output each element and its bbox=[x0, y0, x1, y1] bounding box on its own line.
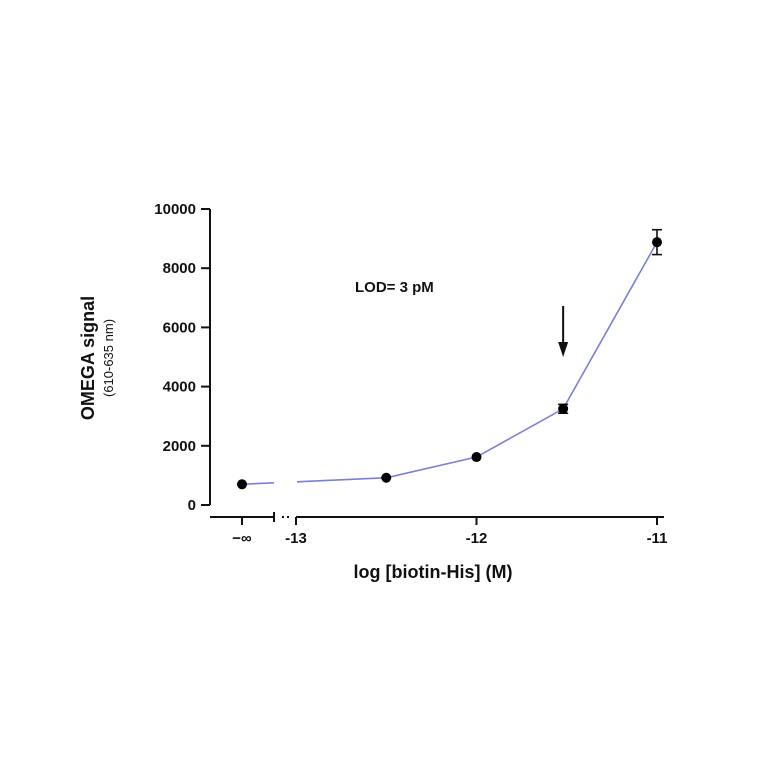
y-axis: 0 2000 4000 6000 8000 10000 bbox=[154, 201, 211, 514]
y-tick-label: 10000 bbox=[154, 201, 196, 218]
data-point bbox=[558, 403, 569, 414]
data-point bbox=[381, 472, 392, 483]
x-axis-title: log [biotin-His] (M) bbox=[354, 562, 513, 582]
y-tick-label: 6000 bbox=[163, 319, 196, 336]
lod-annotation: LOD= 3 pM bbox=[355, 279, 434, 296]
arrow-head bbox=[558, 342, 569, 357]
x-tick-label: -12 bbox=[466, 530, 488, 547]
y-tick-label: 8000 bbox=[163, 260, 196, 277]
y-axis-subtitle: (610-635 nm) bbox=[101, 319, 116, 397]
x-tick-label-neg-inf: −∞ bbox=[232, 530, 252, 547]
series-line-segment bbox=[241, 482, 275, 486]
series-line bbox=[296, 241, 658, 483]
x-tick-label: -13 bbox=[285, 530, 307, 547]
data-point bbox=[237, 479, 247, 490]
y-tick-label: 2000 bbox=[163, 438, 196, 455]
x-axis: −∞ -13 -12 -11 bbox=[210, 512, 667, 547]
data-point bbox=[652, 237, 662, 248]
data-point bbox=[471, 452, 482, 463]
y-axis-title: OMEGA signal bbox=[78, 296, 98, 420]
y-tick-label: 4000 bbox=[163, 379, 196, 396]
data-series bbox=[237, 228, 662, 490]
x-tick-label: -11 bbox=[647, 530, 668, 547]
lod-arrow bbox=[558, 306, 569, 357]
y-tick-label: 0 bbox=[188, 497, 196, 514]
